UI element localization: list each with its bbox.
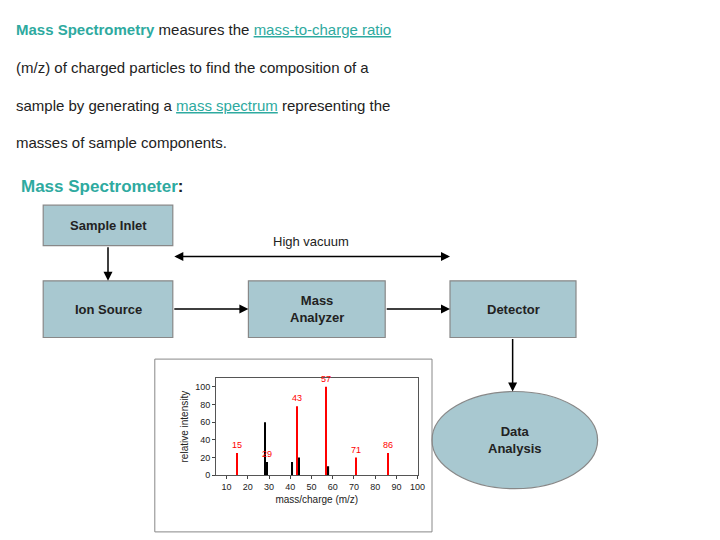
svg-text:20: 20 [200,453,210,463]
svg-text:High vacuum: High vacuum [273,234,349,249]
svg-text:60: 60 [200,417,210,427]
svg-text:30: 30 [264,482,274,492]
svg-text:DataAnalysis: DataAnalysis [488,424,541,456]
svg-text:10: 10 [222,482,232,492]
svg-text:43: 43 [292,393,302,403]
svg-text:20: 20 [243,482,253,492]
svg-text:80: 80 [200,400,210,410]
svg-text:70: 70 [349,482,359,492]
svg-text:100: 100 [195,382,210,392]
svg-text:57: 57 [321,374,331,384]
svg-text:86: 86 [383,440,393,450]
svg-text:29: 29 [262,449,272,459]
svg-text:15: 15 [232,440,242,450]
svg-text:80: 80 [370,482,380,492]
svg-text:50: 50 [306,482,316,492]
svg-text:90: 90 [391,482,401,492]
svg-text:Mass Spectrometry measures the: Mass Spectrometry measures the mass-to-c… [16,21,391,38]
svg-text:40: 40 [285,482,295,492]
svg-text:MassAnalyzer: MassAnalyzer [290,293,344,325]
svg-text:0: 0 [205,470,210,480]
svg-text:Detector: Detector [487,302,540,317]
svg-text:Sample Inlet: Sample Inlet [70,218,147,233]
svg-text:Ion Source: Ion Source [75,302,142,317]
svg-text:relative intensity: relative intensity [179,391,190,463]
svg-text:100: 100 [410,482,425,492]
svg-text:Mass Spectrometer:: Mass Spectrometer: [21,177,184,196]
svg-text:71: 71 [351,445,361,455]
svg-text:40: 40 [200,435,210,445]
svg-text:60: 60 [328,482,338,492]
svg-text:sample by generating a mass sp: sample by generating a mass spectrum rep… [16,97,390,114]
svg-text:mass/charge (m/z): mass/charge (m/z) [275,494,358,505]
svg-text:(m/z) of charged particles to: (m/z) of charged particles to find the c… [16,59,369,76]
svg-text:masses of sample components.: masses of sample components. [16,134,227,151]
